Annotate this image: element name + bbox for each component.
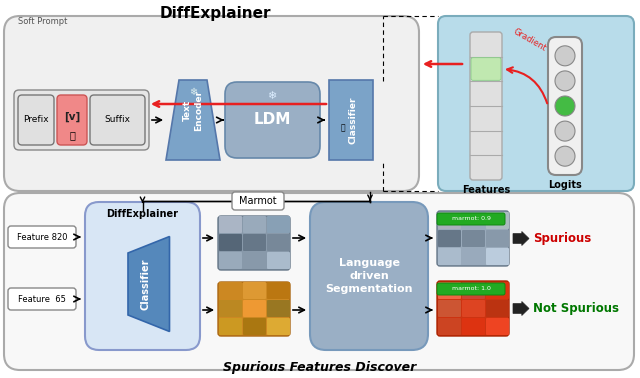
Polygon shape	[513, 302, 529, 316]
Text: ❄: ❄	[268, 91, 276, 101]
FancyBboxPatch shape	[486, 230, 509, 247]
Text: Spurious: Spurious	[533, 232, 591, 245]
Circle shape	[555, 121, 575, 141]
FancyBboxPatch shape	[8, 288, 76, 310]
Polygon shape	[329, 80, 373, 160]
FancyBboxPatch shape	[438, 282, 461, 299]
Text: Classifier: Classifier	[141, 258, 150, 310]
FancyBboxPatch shape	[470, 32, 502, 180]
FancyBboxPatch shape	[438, 248, 461, 265]
FancyBboxPatch shape	[486, 318, 509, 335]
Text: Classifier: Classifier	[349, 96, 358, 144]
FancyBboxPatch shape	[462, 212, 485, 229]
Circle shape	[555, 146, 575, 166]
FancyBboxPatch shape	[437, 211, 509, 266]
FancyBboxPatch shape	[219, 252, 242, 269]
Text: DiffExplainer: DiffExplainer	[159, 6, 271, 21]
FancyBboxPatch shape	[219, 216, 242, 233]
Text: Not Spurious: Not Spurious	[533, 302, 619, 315]
Text: Suffix: Suffix	[104, 116, 130, 124]
FancyBboxPatch shape	[243, 252, 266, 269]
Text: Soft Prompt: Soft Prompt	[18, 17, 67, 26]
FancyBboxPatch shape	[267, 234, 290, 251]
Text: Logits: Logits	[548, 180, 582, 190]
FancyBboxPatch shape	[90, 95, 145, 145]
Text: ❄: ❄	[189, 87, 197, 97]
Text: DiffExplainer: DiffExplainer	[106, 209, 179, 219]
FancyBboxPatch shape	[462, 248, 485, 265]
FancyBboxPatch shape	[486, 282, 509, 299]
Circle shape	[555, 46, 575, 66]
FancyBboxPatch shape	[438, 230, 461, 247]
FancyBboxPatch shape	[267, 216, 290, 233]
Text: Gradient: Gradient	[512, 27, 548, 53]
FancyBboxPatch shape	[243, 318, 266, 335]
FancyBboxPatch shape	[548, 37, 582, 175]
FancyBboxPatch shape	[218, 282, 290, 336]
FancyBboxPatch shape	[219, 282, 242, 299]
Text: 🔍: 🔍	[340, 124, 346, 133]
FancyBboxPatch shape	[4, 193, 634, 370]
Text: marmot: 1.0: marmot: 1.0	[452, 287, 490, 291]
FancyBboxPatch shape	[243, 234, 266, 251]
Polygon shape	[128, 237, 170, 332]
FancyBboxPatch shape	[486, 300, 509, 317]
Circle shape	[555, 96, 575, 116]
FancyBboxPatch shape	[437, 283, 505, 295]
Text: Spurious Features Discover: Spurious Features Discover	[223, 361, 417, 374]
Text: marmot: 0.9: marmot: 0.9	[451, 217, 490, 222]
FancyBboxPatch shape	[437, 213, 505, 225]
FancyBboxPatch shape	[57, 95, 87, 145]
Text: Language
driven
Segmentation: Language driven Segmentation	[325, 258, 413, 294]
FancyBboxPatch shape	[14, 90, 149, 150]
FancyBboxPatch shape	[219, 318, 242, 335]
FancyBboxPatch shape	[267, 252, 290, 269]
FancyBboxPatch shape	[219, 300, 242, 317]
FancyBboxPatch shape	[486, 212, 509, 229]
Polygon shape	[513, 231, 529, 245]
FancyBboxPatch shape	[462, 282, 485, 299]
FancyBboxPatch shape	[267, 300, 290, 317]
Circle shape	[555, 71, 575, 91]
FancyBboxPatch shape	[243, 282, 266, 299]
Text: [v]: [v]	[64, 112, 80, 122]
FancyBboxPatch shape	[8, 226, 76, 248]
FancyBboxPatch shape	[18, 95, 54, 145]
FancyBboxPatch shape	[4, 16, 419, 191]
FancyBboxPatch shape	[462, 230, 485, 247]
FancyBboxPatch shape	[85, 202, 200, 350]
FancyBboxPatch shape	[218, 216, 290, 270]
Text: Feature 820: Feature 820	[17, 232, 67, 242]
FancyBboxPatch shape	[486, 248, 509, 265]
Text: LDM: LDM	[253, 113, 291, 127]
FancyBboxPatch shape	[438, 318, 461, 335]
Text: 🔥: 🔥	[69, 130, 75, 140]
FancyBboxPatch shape	[462, 300, 485, 317]
FancyBboxPatch shape	[243, 216, 266, 233]
FancyBboxPatch shape	[225, 82, 320, 158]
Text: Feature  65: Feature 65	[18, 294, 66, 304]
Text: Prefix: Prefix	[23, 116, 49, 124]
Polygon shape	[166, 80, 220, 160]
Text: Marmot: Marmot	[239, 196, 277, 206]
FancyBboxPatch shape	[462, 318, 485, 335]
FancyBboxPatch shape	[438, 16, 634, 191]
Text: Text
Encoder: Text Encoder	[183, 90, 203, 130]
Text: Features: Features	[462, 185, 510, 195]
FancyBboxPatch shape	[267, 318, 290, 335]
FancyBboxPatch shape	[438, 212, 461, 229]
FancyBboxPatch shape	[219, 234, 242, 251]
FancyBboxPatch shape	[471, 58, 501, 81]
FancyBboxPatch shape	[243, 300, 266, 317]
FancyBboxPatch shape	[438, 300, 461, 317]
FancyBboxPatch shape	[437, 281, 509, 336]
FancyBboxPatch shape	[267, 282, 290, 299]
FancyBboxPatch shape	[310, 202, 428, 350]
FancyBboxPatch shape	[232, 192, 284, 210]
